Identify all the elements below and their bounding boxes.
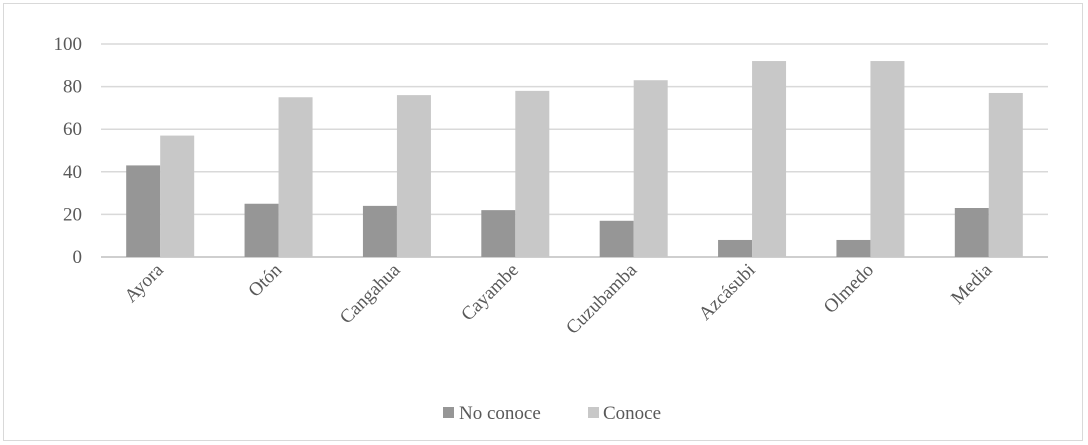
bar-conoce-azcásubi xyxy=(752,61,787,257)
bar-no-conoce-ayora xyxy=(126,165,161,257)
bar-conoce-ayora xyxy=(160,135,195,257)
legend: No conoce Conoce xyxy=(443,403,661,424)
bars xyxy=(126,61,1023,258)
gridlines xyxy=(101,43,1048,258)
bar-conoce-otón xyxy=(278,97,313,257)
bar-no-conoce-cuzubamba xyxy=(599,220,634,257)
x-category-label: Otón xyxy=(244,259,286,301)
x-category-label: Ayora xyxy=(121,259,169,307)
y-axis-tick-labels: 0 20 40 60 80 100 xyxy=(54,34,83,268)
y-tick-label: 80 xyxy=(63,77,82,98)
legend-swatch-no-conoce xyxy=(443,407,454,418)
y-tick-label: 20 xyxy=(63,204,82,225)
x-category-label: Cangahua xyxy=(336,259,405,328)
bar-conoce-cangahua xyxy=(396,95,431,258)
x-category-label: Media xyxy=(947,259,997,309)
y-tick-label: 60 xyxy=(63,119,82,140)
bar-conoce-olmedo xyxy=(870,61,905,257)
y-tick-label: 100 xyxy=(54,34,83,55)
legend-label-conoce: Conoce xyxy=(603,403,661,424)
bar-no-conoce-cangahua xyxy=(362,205,397,257)
x-category-label: Olmedo xyxy=(820,260,878,318)
legend-label-no-conoce: No conoce xyxy=(459,403,541,424)
y-tick-label: 0 xyxy=(73,247,83,268)
bar-no-conoce-olmedo xyxy=(836,239,871,257)
x-axis-category-labels: Ayora Otón Cangahua Cayambe Cuzubamba Azcásub… xyxy=(121,259,997,338)
y-tick-label: 40 xyxy=(63,162,82,183)
bar-conoce-cuzubamba xyxy=(633,80,668,258)
bar-no-conoce-otón xyxy=(244,203,279,257)
bar-conoce-media xyxy=(988,92,1023,258)
bar-no-conoce-azcásubi xyxy=(718,239,753,257)
bar-no-conoce-cayambe xyxy=(481,210,516,257)
x-category-label: Cuzubamba xyxy=(562,259,641,338)
bar-conoce-cayambe xyxy=(515,90,550,257)
bar-no-conoce-media xyxy=(954,208,989,257)
x-category-label: Cayambe xyxy=(457,260,523,326)
legend-swatch-conoce xyxy=(588,407,599,418)
x-category-label: Azcásubi xyxy=(695,260,760,325)
